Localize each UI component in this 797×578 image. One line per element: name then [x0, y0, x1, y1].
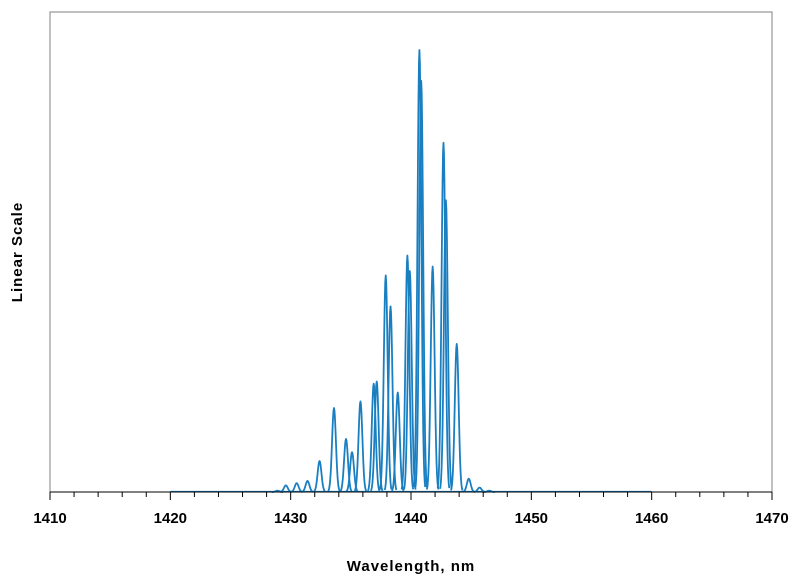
spectrum-peak: [301, 480, 314, 493]
spectrum-peak: [400, 254, 415, 490]
y-axis-title: Linear Scale: [9, 202, 26, 302]
spectrum-peak: [450, 343, 464, 491]
x-tick-label: 1450: [515, 510, 548, 527]
spectrum-peak: [414, 80, 428, 488]
spectrum-peak: [367, 382, 381, 492]
spectrum-peak: [436, 141, 451, 489]
spectrum-peak: [425, 265, 440, 490]
spectrum-peak: [279, 484, 293, 493]
x-axis-ticks: [49, 492, 773, 500]
x-tick-label: 1440: [394, 510, 427, 527]
x-axis-title: Wavelength, nm: [347, 558, 475, 575]
x-tick-label: 1420: [154, 510, 187, 527]
x-tick-label: 1470: [755, 510, 788, 527]
spectrum-peak: [403, 270, 417, 490]
spectrum-peak: [290, 482, 303, 493]
spectrum-peak: [353, 400, 368, 492]
series-layer: [170, 49, 652, 493]
x-axis-tick-labels: 1410 1420 1430 1440 1450 1460 1470: [33, 510, 788, 527]
spectrum-peak: [462, 477, 475, 493]
spectrum-peak: [379, 274, 393, 490]
x-tick-label: 1460: [635, 510, 668, 527]
spectrum-peak: [439, 199, 453, 489]
spectrum-peak: [391, 391, 405, 492]
spectrum-peak: [313, 460, 326, 493]
spectrum-peak: [339, 438, 353, 492]
spectrum-peak: [327, 407, 341, 492]
x-tick-label: 1410: [33, 510, 66, 527]
spectrum-peak: [412, 49, 427, 488]
x-tick-label: 1430: [274, 510, 307, 527]
